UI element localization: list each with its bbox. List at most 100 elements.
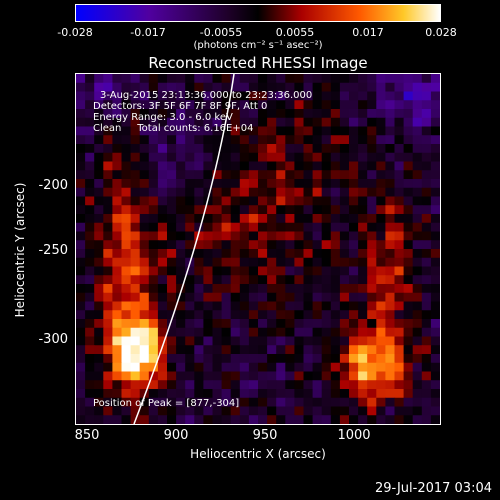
heatmap-cell bbox=[239, 266, 250, 276]
heatmap-cell bbox=[157, 214, 168, 224]
heatmap-cell bbox=[157, 222, 168, 233]
heatmap-cell bbox=[230, 91, 241, 101]
heatmap-cell bbox=[112, 389, 123, 399]
heatmap-cell bbox=[76, 187, 86, 198]
heatmap-cell bbox=[212, 152, 223, 163]
heatmap-cell bbox=[212, 214, 223, 224]
heatmap-cell bbox=[139, 135, 150, 145]
heatmap-cell bbox=[321, 362, 332, 373]
heatmap-cell bbox=[358, 380, 368, 390]
heatmap-cell bbox=[303, 345, 314, 355]
heatmap-cell bbox=[349, 327, 359, 338]
heatmap-cell bbox=[349, 214, 359, 224]
heatmap-cell bbox=[85, 161, 95, 171]
heatmap-cell bbox=[85, 187, 95, 198]
heatmap-cell bbox=[376, 100, 386, 110]
heatmap-cell bbox=[157, 144, 168, 154]
heatmap-cell bbox=[276, 222, 286, 233]
heatmap-cell bbox=[312, 415, 323, 424]
heatmap-cell bbox=[185, 345, 195, 355]
heatmap-cell bbox=[139, 126, 150, 136]
heatmap-cell bbox=[303, 205, 314, 215]
heatmap-cell bbox=[358, 100, 368, 110]
heatmap-cell bbox=[385, 214, 396, 224]
heatmap-cell bbox=[358, 292, 368, 303]
heatmap-cell bbox=[349, 222, 359, 233]
heatmap-cell bbox=[221, 249, 232, 259]
heatmap-cell bbox=[248, 345, 259, 355]
heatmap-cell bbox=[276, 257, 286, 268]
heatmap-cell bbox=[185, 354, 195, 364]
heatmap-cell bbox=[349, 397, 359, 408]
solar-limb-line bbox=[133, 74, 235, 424]
heatmap-cell bbox=[312, 82, 323, 93]
heatmap-cell bbox=[367, 266, 377, 276]
heatmap-cell bbox=[258, 100, 268, 110]
heatmap-cell bbox=[294, 187, 305, 198]
heatmap-cell bbox=[139, 319, 150, 329]
heatmap-cell bbox=[194, 161, 204, 171]
heatmap-cell bbox=[248, 380, 259, 390]
heatmap-cell bbox=[358, 362, 368, 373]
heatmap-cell bbox=[376, 275, 386, 285]
heatmap-cell bbox=[294, 91, 305, 101]
heatmap-cell bbox=[103, 117, 113, 128]
heatmap-cell bbox=[221, 117, 232, 128]
heatmap-cell bbox=[112, 179, 123, 189]
heatmap-cell bbox=[330, 301, 341, 311]
heatmap-cell bbox=[194, 152, 204, 163]
heatmap-cell bbox=[294, 389, 305, 399]
heatmap-cell bbox=[76, 371, 86, 381]
heatmap-cell bbox=[376, 91, 386, 101]
heatmap-cell bbox=[239, 100, 250, 110]
heatmap-cell bbox=[349, 205, 359, 215]
heatmap-cell bbox=[285, 354, 295, 364]
heatmap-cell bbox=[276, 74, 286, 84]
heatmap-cell bbox=[221, 231, 232, 241]
heatmap-cell bbox=[130, 266, 141, 276]
heatmap-cell bbox=[358, 214, 368, 224]
heatmap-cell bbox=[230, 406, 241, 416]
heatmap-cell bbox=[403, 187, 414, 198]
heatmap-cell bbox=[239, 135, 250, 145]
heatmap-cell bbox=[203, 161, 214, 171]
heatmap-cell bbox=[312, 354, 323, 364]
heatmap-cell bbox=[312, 406, 323, 416]
heatmap-cell bbox=[130, 109, 141, 119]
heatmap-cell bbox=[258, 240, 268, 250]
heatmap-cell bbox=[267, 74, 277, 84]
heatmap-cell bbox=[121, 257, 132, 268]
heatmap-cell bbox=[330, 179, 341, 189]
heatmap-cell bbox=[385, 389, 396, 399]
heatmap-cell bbox=[157, 319, 168, 329]
heatmap-cell bbox=[358, 415, 368, 424]
heatmap-cell bbox=[85, 152, 95, 163]
heatmap-cell bbox=[285, 389, 295, 399]
heatmap-cell bbox=[248, 362, 259, 373]
heatmap-cell bbox=[121, 74, 132, 84]
heatmap-cell bbox=[349, 179, 359, 189]
heatmap-cell bbox=[358, 345, 368, 355]
heatmap-cell bbox=[330, 100, 341, 110]
heatmap-cell bbox=[112, 100, 123, 110]
heatmap-cell bbox=[349, 135, 359, 145]
heatmap-cell bbox=[294, 135, 305, 145]
heatmap-cell bbox=[194, 222, 204, 233]
heatmap-cell bbox=[267, 310, 277, 320]
heatmap-cell bbox=[185, 74, 195, 84]
heatmap-cell bbox=[203, 231, 214, 241]
heatmap-cell bbox=[176, 275, 186, 285]
heatmap-cell bbox=[176, 292, 186, 303]
heatmap-cell bbox=[385, 109, 396, 119]
heatmap-cell bbox=[367, 152, 377, 163]
heatmap-cell bbox=[303, 231, 314, 241]
heatmap-cell bbox=[230, 275, 241, 285]
heatmap-cell bbox=[276, 275, 286, 285]
heatmap-cell bbox=[358, 126, 368, 136]
heatmap-cell bbox=[148, 187, 159, 198]
heatmap-cell bbox=[276, 91, 286, 101]
heatmap-cell bbox=[394, 336, 405, 346]
heatmap-cell bbox=[76, 301, 86, 311]
heatmap-cell bbox=[185, 179, 195, 189]
heatmap-cell bbox=[112, 231, 123, 241]
